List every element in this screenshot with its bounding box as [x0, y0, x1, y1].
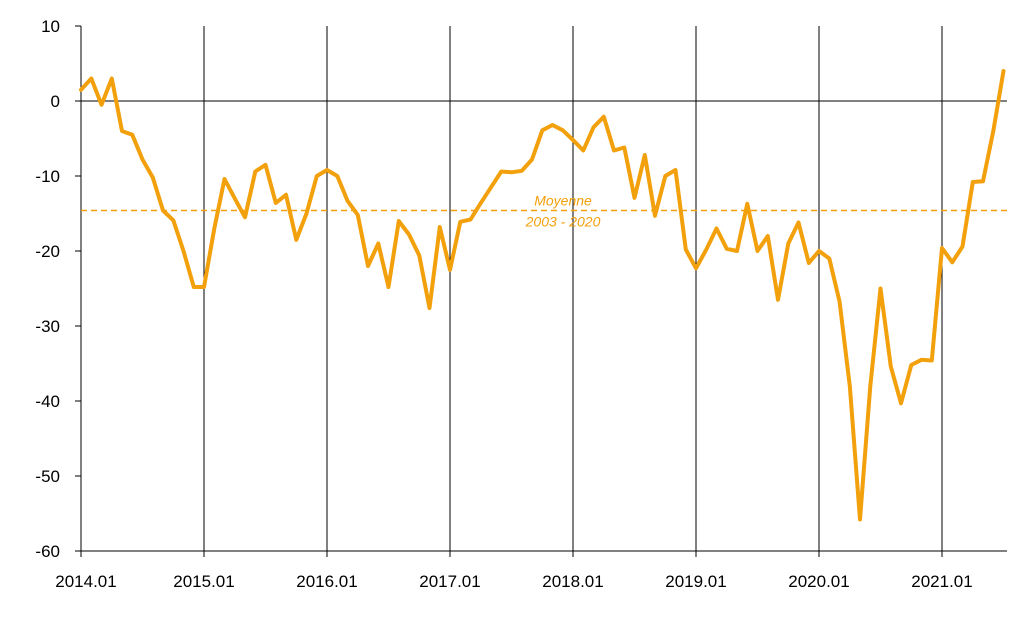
- y-tick-label: -40: [35, 392, 60, 411]
- x-tick-label: 2017.01: [419, 572, 480, 591]
- y-tick-label: -20: [35, 242, 60, 261]
- y-tick-label: 10: [41, 17, 60, 36]
- axes: [80, 26, 1007, 552]
- x-tick-label: 2021.01: [911, 572, 972, 591]
- x-tick-label: 2020.01: [788, 572, 849, 591]
- y-tick-labels: 10 0 -10 -20 -30 -40 -50 -60: [35, 17, 81, 561]
- y-tick-label: 0: [51, 92, 60, 111]
- series-line: [79, 69, 1006, 522]
- x-tick-label: 2015.01: [173, 572, 234, 591]
- y-tick-label: -50: [35, 467, 60, 486]
- average-label-line1: Moyenne: [534, 193, 592, 209]
- y-tick-label: -60: [35, 542, 60, 561]
- average-label-line2: 2003 - 2020: [525, 214, 601, 230]
- y-tick-label: -10: [35, 167, 60, 186]
- y-tick-label: -30: [35, 317, 60, 336]
- x-tick-labels: 2014.01 2015.01 2016.01 2017.01 2018.01 2019.…: [55, 551, 973, 591]
- vertical-gridlines: [203, 26, 943, 551]
- x-tick-label: 2014.01: [55, 572, 116, 591]
- x-tick-label: 2016.01: [296, 572, 357, 591]
- x-tick-label: 2019.01: [665, 572, 726, 591]
- x-tick-label: 2018.01: [542, 572, 603, 591]
